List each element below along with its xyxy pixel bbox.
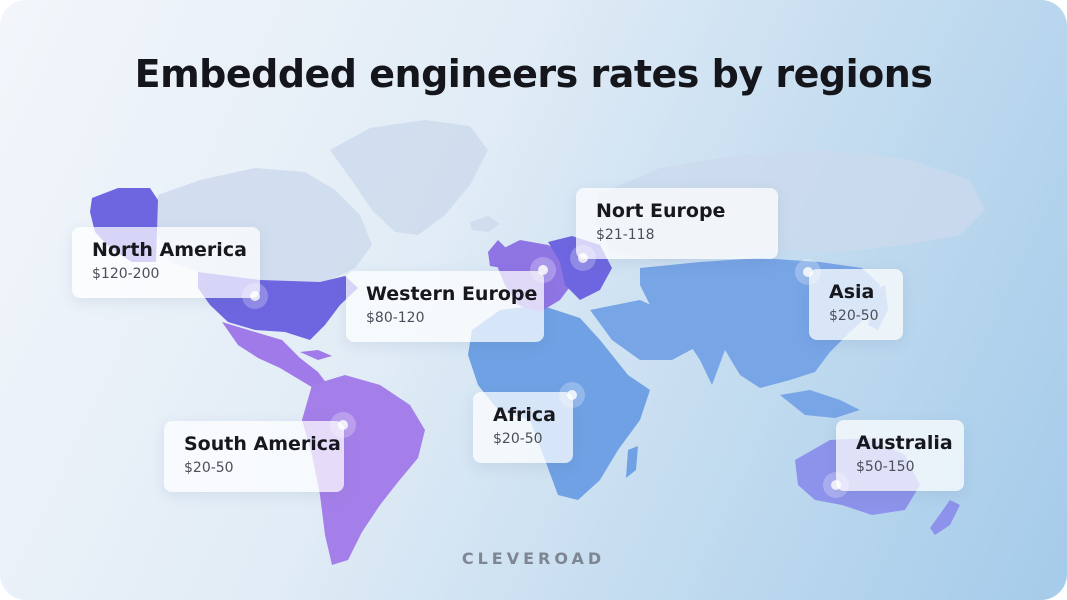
region-name: Africa — [493, 404, 556, 426]
region-name: Asia — [829, 281, 875, 303]
caribbean-shape — [300, 350, 332, 360]
region-rate: $20-50 — [829, 308, 879, 324]
new-zealand-shape — [930, 500, 960, 535]
label-north-europe: Nort Europe $21-118 — [576, 188, 778, 259]
madagascar-shape — [626, 446, 638, 478]
greenland-shape — [330, 120, 488, 235]
region-rate: $80-120 — [366, 310, 425, 326]
region-rate: $20-50 — [184, 460, 234, 476]
label-asia: Asia $20-50 — [809, 269, 903, 340]
label-western-europe: Western Europe $80-120 — [346, 271, 544, 342]
british-isles-shape — [488, 240, 506, 268]
label-africa: Africa $20-50 — [473, 392, 573, 463]
region-rate: $50-150 — [856, 459, 915, 475]
region-rate: $120-200 — [92, 266, 160, 282]
region-rate: $20-50 — [493, 431, 543, 447]
brand-logo-text: CLEVEROAD — [461, 549, 606, 568]
region-name: Australia — [856, 432, 953, 454]
central-america-shape — [222, 322, 330, 392]
region-rate: $21-118 — [596, 227, 655, 243]
region-name: South America — [184, 433, 341, 455]
iceland-shape — [470, 216, 500, 232]
label-australia: Australia $50-150 — [836, 420, 964, 491]
label-north-america: North America $120-200 — [72, 227, 260, 298]
label-south-america: South America $20-50 — [164, 421, 344, 492]
region-name: Nort Europe — [596, 200, 726, 222]
page-title: Embedded engineers rates by regions — [134, 52, 933, 96]
region-name: Western Europe — [366, 283, 538, 305]
southeast-asia-islands-shape — [780, 390, 860, 418]
region-name: North America — [92, 239, 247, 261]
